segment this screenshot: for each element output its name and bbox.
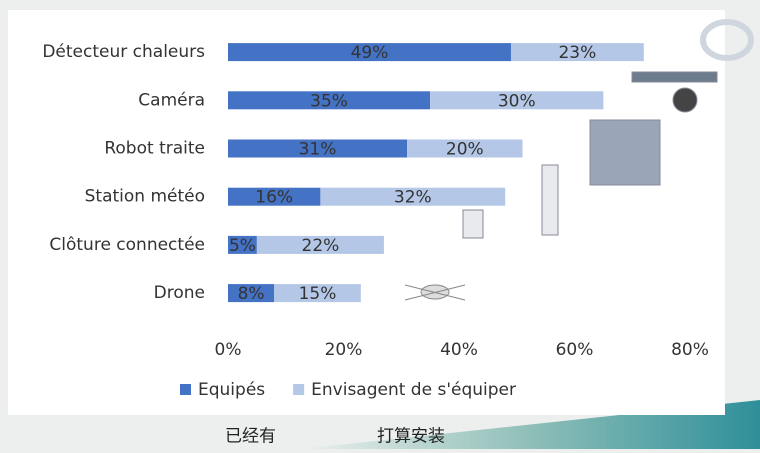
caption: 打算安装	[377, 427, 445, 447]
data-label: 30%	[498, 91, 536, 111]
data-label: 23%	[558, 43, 596, 63]
data-label: 20%	[446, 140, 484, 160]
chart-area	[8, 10, 725, 415]
data-label: 31%	[299, 140, 337, 160]
y-tick-label: Détecteur chaleurs	[42, 42, 205, 62]
legend-label: Envisagent de s'équiper	[311, 380, 516, 400]
x-tick-label: 0%	[215, 340, 242, 360]
chart: 已经有 打算安装 0% 20% 40% 60% 80% Détecteur chaleur…	[0, 0, 760, 449]
data-label: 49%	[351, 43, 389, 63]
y-tick-label: Station météo	[85, 187, 205, 207]
page: 已经有 打算安装 0% 20% 40% 60% 80% Détecteur chaleur…	[0, 0, 760, 449]
x-tick-label: 60%	[556, 340, 594, 360]
x-tick-label: 20%	[325, 340, 363, 360]
data-label: 22%	[302, 236, 340, 256]
y-tick-label: Caméra	[138, 90, 205, 110]
legend-swatch	[293, 384, 304, 395]
data-label: 32%	[394, 188, 432, 208]
x-tick-label: 80%	[671, 340, 709, 360]
y-tick-label: Drone	[154, 283, 205, 303]
legend-swatch	[180, 384, 191, 395]
legend-label: Equipés	[198, 380, 265, 400]
y-tick-label: Clôture connectée	[49, 235, 205, 255]
x-tick-label: 40%	[440, 340, 478, 360]
data-label: 15%	[299, 284, 337, 304]
caption: 已经有	[225, 427, 276, 447]
data-label: 35%	[310, 91, 348, 111]
data-label: 8%	[238, 284, 265, 304]
y-tick-label: Robot traite	[104, 139, 205, 159]
data-label: 16%	[255, 188, 293, 208]
data-label: 5%	[229, 236, 256, 256]
